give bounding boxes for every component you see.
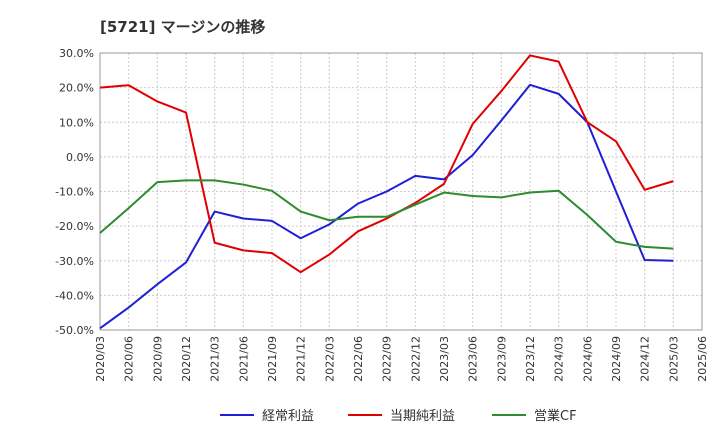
y-tick-label: 10.0% bbox=[59, 116, 94, 129]
x-tick-label: 2021/12 bbox=[295, 336, 308, 382]
x-tick-label: 2023/09 bbox=[495, 336, 508, 382]
x-tick-label: 2025/03 bbox=[667, 336, 680, 382]
legend-label: 経常利益 bbox=[262, 409, 314, 424]
series-lines bbox=[99, 54, 674, 330]
grid bbox=[99, 52, 703, 331]
x-tick-label: 2024/09 bbox=[610, 336, 623, 382]
x-tick-label: 2022/03 bbox=[323, 336, 336, 382]
x-axis-ticks: 2020/03 2020/06 2020/09 2020/12 2021/03 2021/… bbox=[94, 336, 709, 382]
legend-label: 営業CF bbox=[534, 408, 577, 424]
y-tick-label: -10.0% bbox=[55, 186, 94, 199]
y-axis-ticks: 30.0% 20.0% 10.0% 0.0% -10.0% -20.0% -30.0% -40… bbox=[55, 47, 94, 337]
x-tick-label: 2021/06 bbox=[237, 336, 250, 382]
chart-title: [5721] マージンの推移 bbox=[100, 18, 266, 36]
x-tick-label: 2021/03 bbox=[209, 336, 222, 382]
plot-area bbox=[99, 52, 703, 331]
y-tick-label: 20.0% bbox=[59, 82, 94, 95]
x-tick-label: 2024/12 bbox=[639, 336, 652, 382]
y-tick-label: -40.0% bbox=[55, 289, 94, 302]
series-line-経常利益 bbox=[99, 83, 674, 330]
x-tick-label: 2023/03 bbox=[438, 336, 451, 382]
x-tick-label: 2023/06 bbox=[467, 336, 480, 382]
x-tick-label: 2022/12 bbox=[409, 336, 422, 382]
y-tick-label: -50.0% bbox=[55, 324, 94, 337]
x-tick-label: 2020/09 bbox=[151, 336, 164, 382]
y-tick-label: 0.0% bbox=[66, 151, 94, 164]
y-tick-label: 30.0% bbox=[59, 47, 94, 60]
legend-label: 当期純利益 bbox=[390, 409, 455, 424]
x-tick-label: 2020/03 bbox=[94, 336, 107, 382]
y-tick-label: -20.0% bbox=[55, 220, 94, 233]
legend: 経常利益 当期純利益 営業CF bbox=[220, 408, 577, 424]
x-tick-label: 2023/12 bbox=[524, 336, 537, 382]
x-tick-label: 2024/03 bbox=[553, 336, 566, 382]
x-tick-label: 2020/12 bbox=[180, 336, 193, 382]
x-tick-label: 2021/09 bbox=[266, 336, 279, 382]
y-tick-label: -30.0% bbox=[55, 255, 94, 268]
x-tick-label: 2022/09 bbox=[381, 336, 394, 382]
series-line-営業CF bbox=[99, 179, 674, 250]
x-tick-label: 2025/06 bbox=[696, 336, 709, 382]
series-line-当期純利益 bbox=[99, 54, 674, 274]
x-tick-label: 2024/06 bbox=[581, 336, 594, 382]
x-tick-label: 2022/06 bbox=[352, 336, 365, 382]
x-tick-label: 2020/06 bbox=[123, 336, 136, 382]
